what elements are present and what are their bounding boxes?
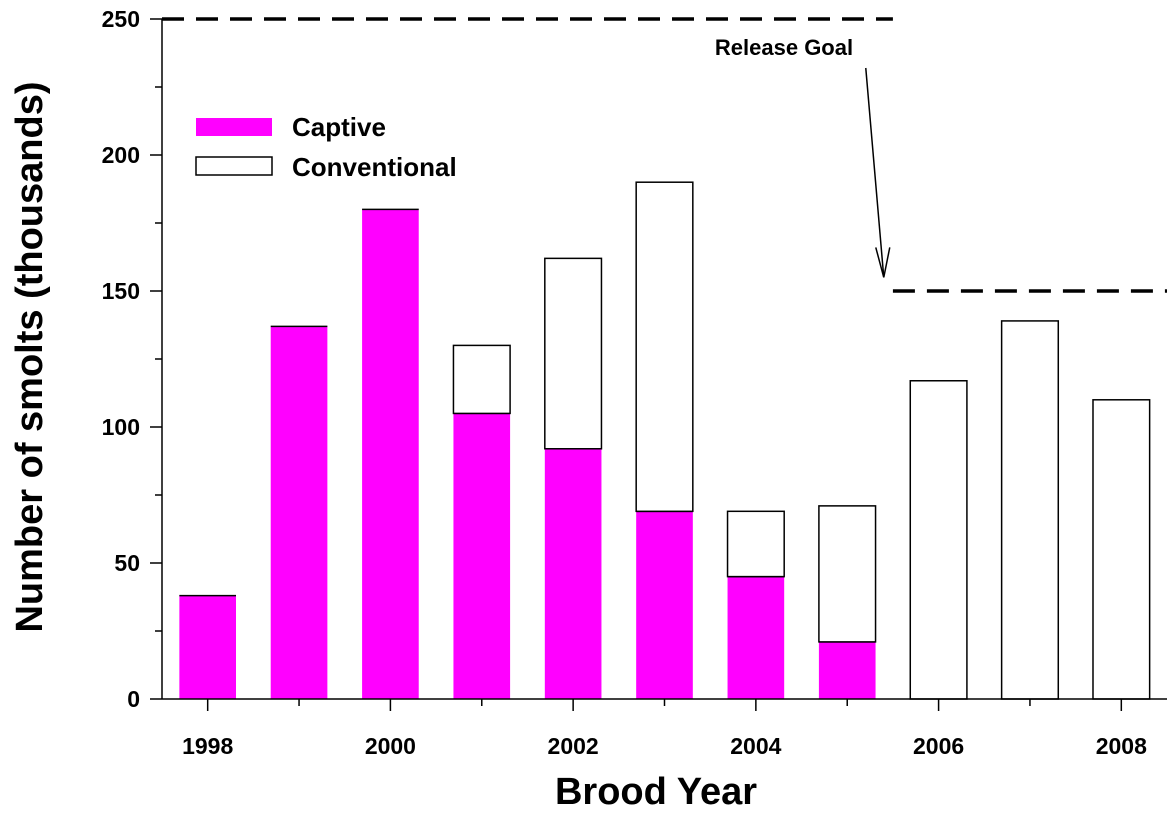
bar-conventional-2006 — [909, 380, 968, 700]
x-tick-label-2000: 2000 — [365, 733, 416, 759]
bar-captive-2003 — [636, 511, 693, 699]
y-tick-label-100: 100 — [102, 414, 140, 440]
y-tick-label-250: 250 — [102, 6, 140, 32]
x-tick-label-1998: 1998 — [182, 733, 233, 759]
arrow-head-right — [883, 247, 891, 278]
x-tick-label-2004: 2004 — [730, 733, 781, 759]
axes: 0 50 100 150 200 250 1998 2000 2002 2004 2006 2008 — [102, 6, 1167, 759]
y-tick-label-50: 50 — [114, 550, 140, 576]
bar-captive-1998 — [179, 595, 237, 699]
x-tick-label-2008: 2008 — [1096, 733, 1147, 759]
arrow-head-left — [875, 247, 885, 278]
bar-conventional-2008 — [1092, 399, 1151, 700]
bar-conventional-2005 — [818, 505, 877, 643]
bar-captive-1999 — [270, 326, 328, 699]
legend-swatch-captive — [196, 118, 272, 136]
bar-conventional-2002 — [544, 257, 603, 450]
bar-captive-2001 — [453, 413, 511, 699]
annotation-release-goal: Release Goal — [715, 35, 853, 60]
bar-conventional-2004 — [726, 510, 785, 578]
annotation-arrow — [865, 67, 891, 278]
reference-lines — [162, 17, 1167, 293]
y-tick-label-200: 200 — [102, 142, 140, 168]
legend: Captive Conventional — [195, 112, 457, 182]
bars-layer — [179, 181, 1151, 700]
bar-conventional-2003 — [635, 181, 694, 513]
y-axis-title: Number of smolts (thousands) — [9, 81, 51, 632]
bar-captive-2000 — [362, 209, 419, 699]
legend-label-captive: Captive — [292, 112, 386, 142]
legend-swatch-conventional — [195, 156, 273, 176]
bar-captive-2004 — [727, 576, 785, 699]
bar-conventional-2007 — [1000, 320, 1060, 700]
bar-captive-2002 — [544, 448, 602, 699]
x-axis-title: Brood Year — [555, 771, 757, 813]
y-tick-label-150: 150 — [102, 278, 140, 304]
x-tick-label-2002: 2002 — [548, 733, 599, 759]
y-tick-label-0: 0 — [127, 686, 140, 712]
bar-conventional-2001 — [452, 344, 511, 415]
x-tick-label-2006: 2006 — [913, 733, 964, 759]
bar-captive-2005 — [818, 641, 876, 699]
arrow-shaft — [865, 67, 885, 278]
legend-label-conventional: Conventional — [292, 152, 457, 182]
